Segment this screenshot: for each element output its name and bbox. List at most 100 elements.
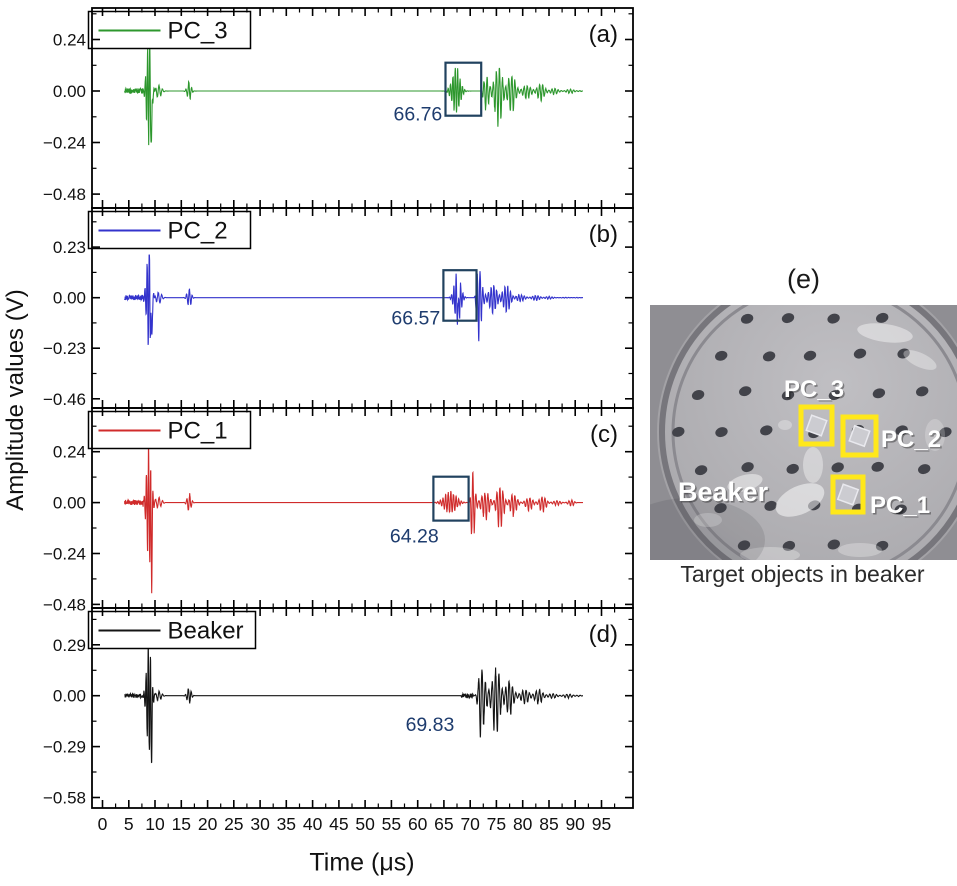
photo-label-pc_3: PC_3 [784,376,844,403]
echo-box-pc_3 [444,61,483,117]
legend-label: PC_2 [168,218,228,245]
legend-pc_3: PC_3 [87,10,252,50]
y-tick-label: 0.00 [53,687,86,706]
smudge [803,447,823,483]
y-tick-label: 0.00 [53,82,86,101]
panel-letter-c: (c) [590,421,618,448]
y-tick-label: 0.24 [53,443,86,462]
highlight-box-pc_1 [830,474,866,515]
panel-d: 69.83 Beaker (d) 0.29 0.00 −0.29 −0.58 [43,607,634,809]
x-tick-label: 70 [460,814,480,834]
smudge [727,473,763,493]
legend-beaker: Beaker [87,610,257,650]
waveform-pc_3 [124,41,583,146]
echo-box-pc_2 [442,269,478,322]
panel-a: 66.76 PC_3 (a) 0.24 0.00 −0.24 −0.48 [43,7,634,209]
x-tick-label: 45 [329,814,348,834]
highlight-box-pc_3 [798,404,835,447]
y-tick-label: −0.23 [43,339,86,358]
x-tick-label: 95 [592,814,611,834]
smudge [775,483,825,517]
x-tick-label: 25 [224,814,243,834]
smudge [778,420,792,430]
x-tick-label: 0 [98,814,108,834]
highlight-box-pc_2 [840,414,879,458]
axis-ticks [92,208,633,408]
x-axis-title: Time (μs) [309,848,415,877]
y-tick-label: −0.24 [43,134,86,153]
y-tick-label: 0.29 [53,636,86,655]
shadow-area [650,498,765,560]
panel-letter-d: (d) [589,621,618,648]
waveform-pc_1 [124,438,583,594]
x-tick-label: 15 [172,814,191,834]
legend-label: PC_1 [168,418,228,445]
tof-annotation-pc_1: 64.28 [390,526,439,548]
smudge [857,323,913,343]
panel-c: 64.28 PC_1 (c) 0.24 0.00 −0.24 −0.48 [43,407,634,614]
photo-label-shadow: PC_2 [883,428,943,455]
echo-box-pc_1 [432,475,470,522]
y-tick-label: −0.29 [43,738,86,757]
photo-panel-label: (e) [787,264,820,294]
x-tick-label: 50 [355,814,375,834]
target-object-pc_2 [848,424,871,448]
photo-label-beaker: Beaker [678,477,769,507]
y-tick-label: 0.00 [53,494,86,513]
x-tick-label: 10 [145,814,165,834]
photo-label-pc_1: PC_1 [870,492,930,519]
smudge [903,350,937,370]
panel-letter-b: (b) [589,221,618,248]
x-tick-label: 65 [434,814,453,834]
x-tick-label: 55 [382,814,401,834]
y-tick-label: −0.46 [43,390,86,409]
x-tick-label: 85 [539,814,558,834]
photo-label-shadow: Beaker [680,479,771,509]
photo-label-shadow: PC_3 [786,378,846,405]
y-tick-label: 0.00 [53,289,86,308]
x-tick-label: 20 [198,814,218,834]
smudge [694,513,722,527]
axis-ticks [92,608,633,808]
legend-label: PC_3 [168,18,228,45]
tof-annotation-pc_2: 66.57 [391,308,440,330]
axis-ticks [92,408,633,608]
y-tick-label: −0.58 [43,789,86,808]
plate-holes [672,312,952,551]
y-tick-label: −0.48 [43,185,86,204]
smudge [740,547,800,560]
y-tick-label: 0.24 [53,31,86,50]
legend-pc_1: PC_1 [87,410,252,450]
y-tick-label: 0.23 [53,238,86,257]
axis-ticks [92,8,633,208]
x-tick-label: 35 [277,814,296,834]
x-tick-label: 75 [487,814,506,834]
tof-annotation-beaker: 69.83 [406,714,455,736]
smudge [925,419,945,451]
x-tick-label: 30 [250,814,270,834]
x-tick-label: 60 [408,814,428,834]
x-tick-label: 90 [565,814,585,834]
waveform-pc_2 [124,254,583,345]
tof-annotation-pc_3: 66.76 [393,104,442,126]
panel-frame [91,607,634,809]
x-tick-label: 40 [303,814,323,834]
y-tick-label: −0.24 [43,545,86,564]
panel-b: 66.57 PC_2 (b) 0.23 0.00 −0.23 −0.46 [43,207,634,409]
waveform-chart: 66.76 PC_3 (a) 0.24 0.00 −0.24 −0.48 66.57 PC_2 (… [43,7,634,834]
x-tick-label: 80 [513,814,533,834]
panel-letter-a: (a) [589,21,618,48]
x-tick-label: 5 [124,814,134,834]
legend-pc_2: PC_2 [87,210,252,250]
photo-caption: Target objects in beaker [680,561,925,587]
waveform-beaker [124,643,584,764]
y-tick-label: −0.48 [43,595,86,614]
legend-label: Beaker [168,618,244,645]
y-axis-title: Amplitude values (V) [2,289,29,511]
photo-label-shadow: PC_1 [872,494,932,521]
target-object-pc_1 [836,483,860,506]
smudge [838,543,882,557]
photo-label-pc_2: PC_2 [881,426,941,453]
